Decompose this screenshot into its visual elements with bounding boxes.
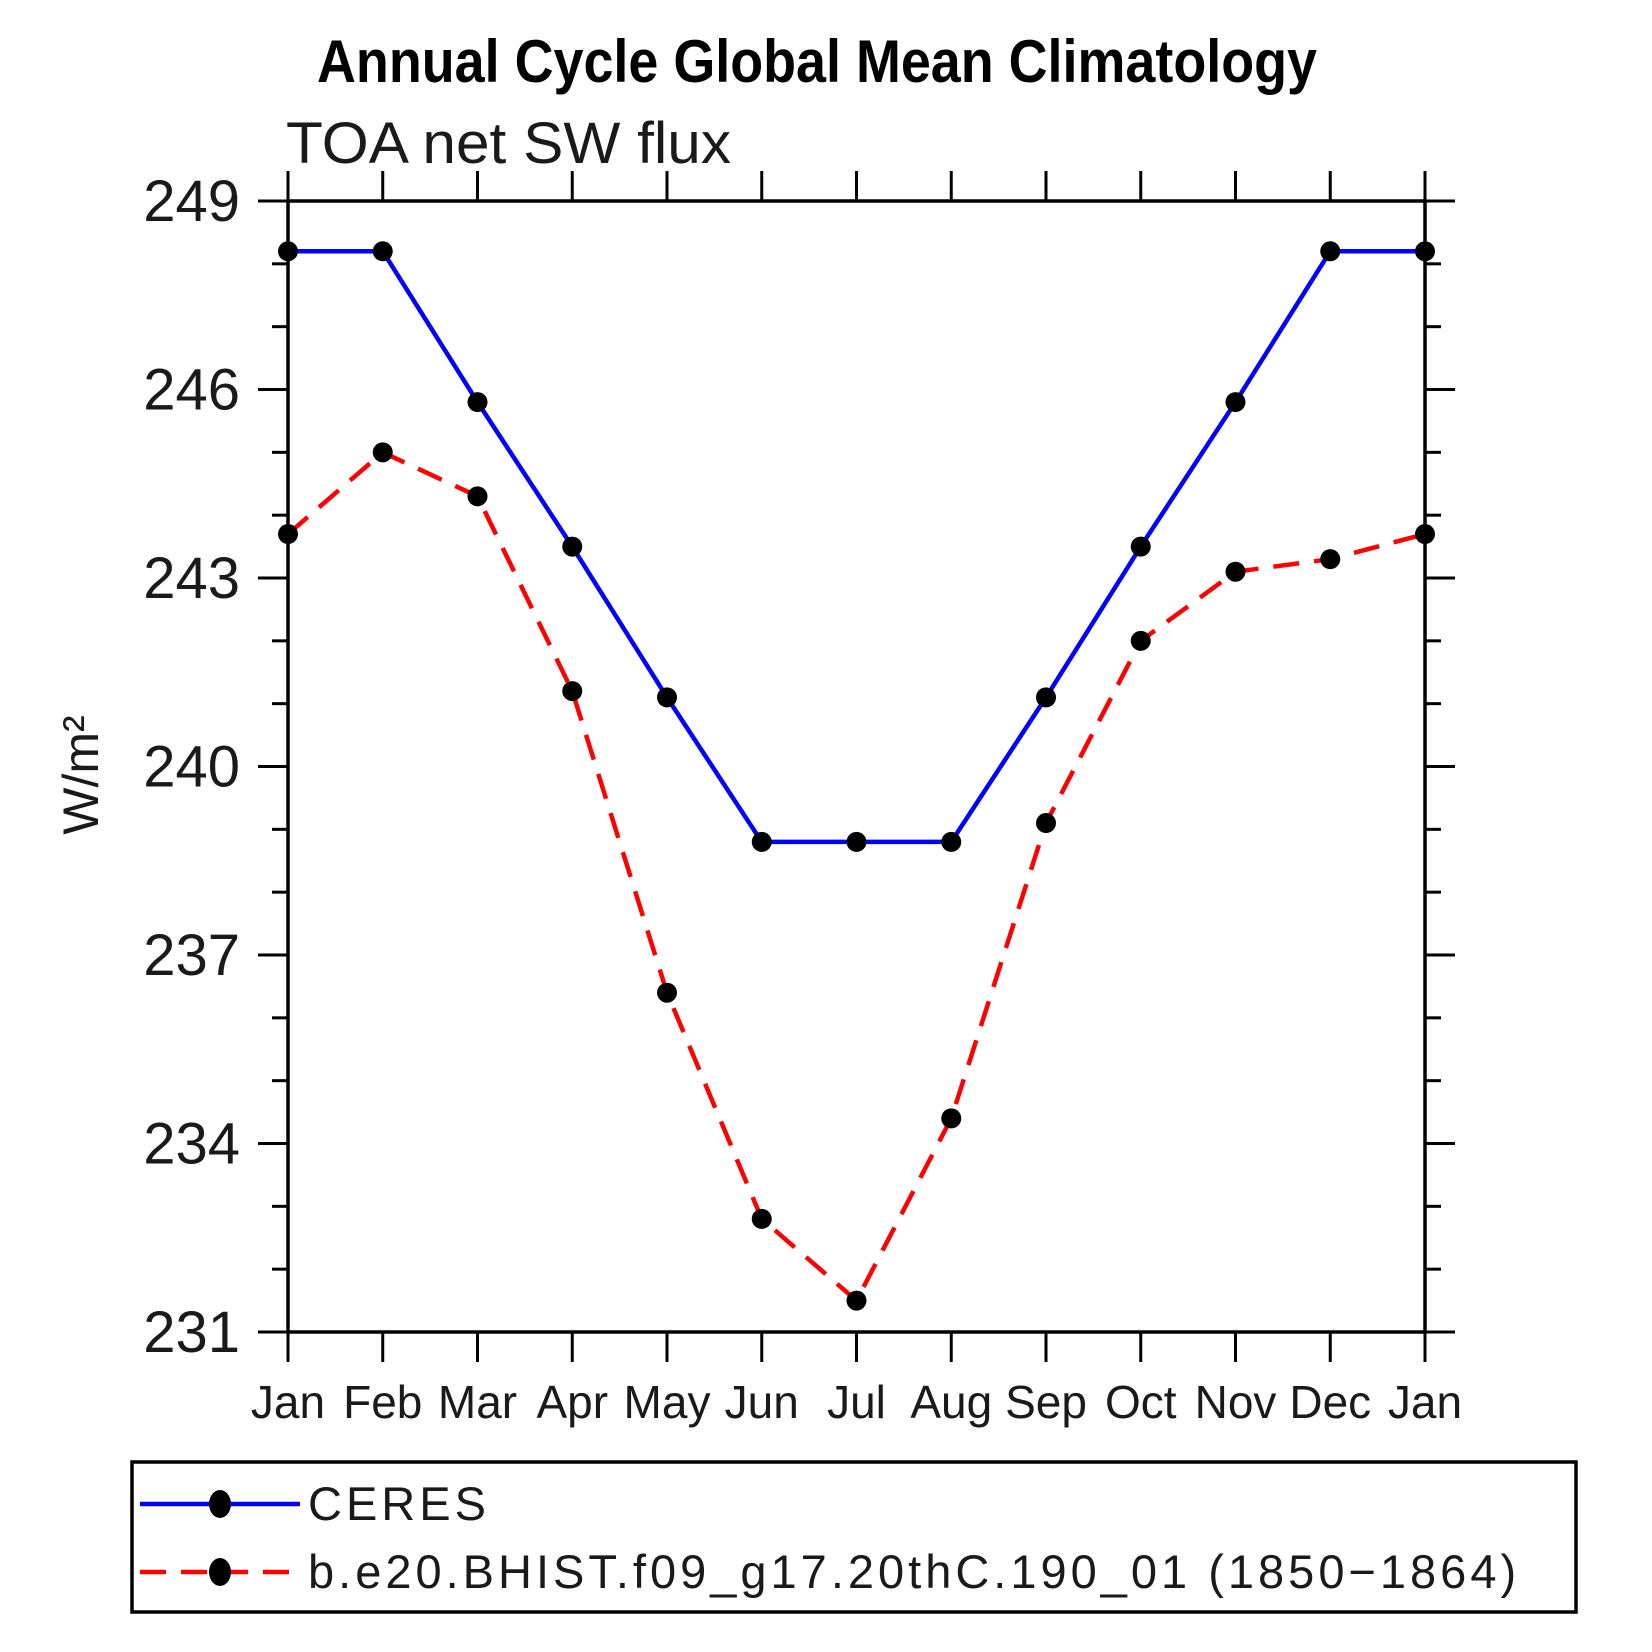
y-tick-label: 243	[143, 546, 240, 611]
x-tick-label: Mar	[438, 1376, 517, 1428]
model-point	[657, 982, 677, 1003]
model-point	[751, 1208, 772, 1229]
y-tick-label: 231	[143, 1300, 240, 1365]
ceres-point	[1320, 241, 1341, 262]
ceres-point	[1415, 241, 1435, 262]
y-tick-label: 246	[143, 358, 240, 423]
y-tick-label: 249	[143, 169, 240, 234]
model-point	[941, 1108, 962, 1129]
model-point	[467, 486, 488, 507]
plot-group: Jan Feb Mar Apr May Jun Jul Aug Sep Oct Nov Dec Jan2…	[130, 169, 1578, 1614]
x-tick-label: May	[624, 1376, 711, 1428]
x-tick-label: Oct	[1105, 1376, 1177, 1428]
ceres-point	[372, 241, 393, 262]
x-tick-label: Feb	[343, 1376, 422, 1428]
ceres-point	[1036, 687, 1056, 708]
model-point	[1130, 630, 1151, 651]
y-tick-label: 234	[143, 1112, 240, 1177]
model-point	[846, 1290, 867, 1311]
model-point	[1415, 524, 1435, 545]
legend-label: b.e20.BHIST.f09_g17.20thC.190_01 (1850−1…	[308, 1545, 1520, 1598]
model-point	[1320, 549, 1341, 570]
legend-marker	[209, 1490, 231, 1518]
ceres-point	[657, 687, 677, 708]
x-tick-label: Aug	[910, 1376, 992, 1428]
x-tick-label: Jan	[251, 1376, 325, 1428]
x-tick-label: Nov	[1195, 1376, 1277, 1428]
ceres-point	[562, 536, 583, 557]
ceres-point	[467, 392, 488, 413]
x-tick-label: Apr	[536, 1376, 608, 1428]
model-point	[1036, 813, 1056, 834]
model-point	[278, 524, 298, 545]
model-line	[286, 450, 1426, 1303]
ceres-point	[1130, 536, 1151, 557]
y-tick-label: 240	[143, 735, 240, 800]
model-point	[1225, 561, 1246, 582]
x-tick-label: Dec	[1289, 1376, 1371, 1428]
ceres-point	[278, 241, 298, 262]
chart-subtitle: TOA net SW flux	[286, 111, 731, 176]
y-axis-title: W/m²	[53, 715, 109, 834]
model-point	[372, 442, 393, 463]
x-tick-label: Jan	[1388, 1376, 1462, 1428]
ceres-point	[751, 831, 772, 852]
y-tick-label: 237	[143, 923, 240, 988]
ceres-point	[846, 831, 867, 852]
chart-title: Annual Cycle Global Mean Climatology	[317, 28, 1318, 95]
x-tick-label: Jun	[725, 1376, 799, 1428]
x-tick-label: Sep	[1005, 1376, 1087, 1428]
model-point	[562, 681, 583, 702]
ceres-point	[1225, 392, 1246, 413]
ceres-line	[288, 249, 1425, 845]
ceres-point	[941, 831, 962, 852]
legend-box	[130, 1460, 1578, 1614]
x-tick-label: Jul	[827, 1376, 886, 1428]
legend-marker	[209, 1558, 231, 1586]
legend-label: CERES	[308, 1477, 490, 1530]
